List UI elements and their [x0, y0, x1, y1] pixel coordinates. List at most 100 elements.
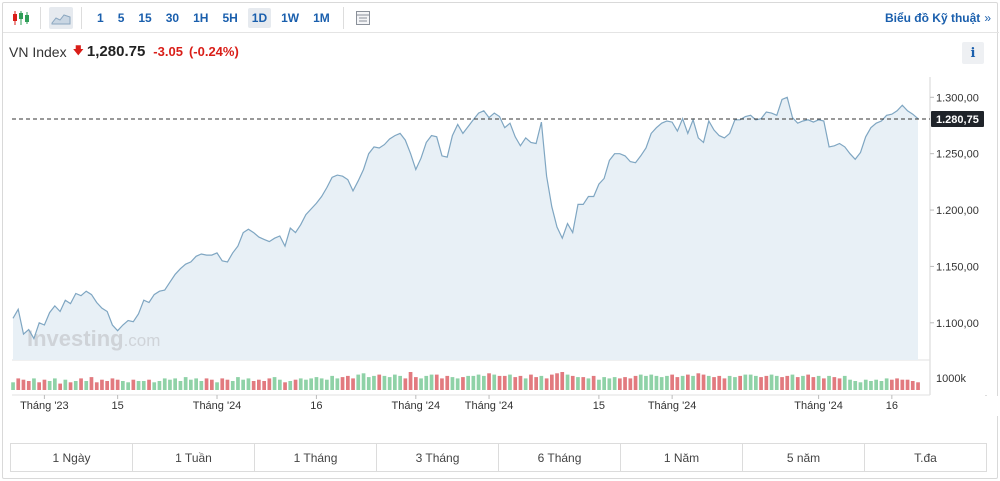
- interval-15[interactable]: 15: [138, 10, 152, 25]
- interval-1m[interactable]: 1M: [313, 10, 330, 25]
- volume-axis-label: 1000k: [936, 373, 966, 385]
- range-button[interactable]: 3 Tháng: [377, 444, 499, 471]
- range-button[interactable]: 1 Tháng: [255, 444, 377, 471]
- volume-bar: [335, 378, 340, 390]
- x-axis-label: 16: [886, 400, 898, 412]
- volume-bar: [497, 375, 502, 390]
- technical-chart-label: Biểu đồ Kỹ thuật: [884, 11, 981, 25]
- volume-bar: [304, 379, 308, 390]
- volume-bar: [408, 372, 413, 390]
- volume-bar: [251, 381, 256, 390]
- volume-bar: [722, 378, 727, 390]
- price-chart[interactable]: Investing.com 1.300,00 1.250,00 1.200,00 1.1…: [0, 0, 1000, 440]
- y-axis-label: 1.150,00: [936, 261, 979, 273]
- volume-bar: [822, 378, 826, 390]
- volume-bar: [544, 378, 549, 390]
- volume-bar: [628, 378, 633, 390]
- volume-bar: [743, 374, 748, 390]
- area-chart-icon[interactable]: [49, 6, 73, 29]
- volume-bar: [440, 378, 444, 390]
- volume-bar: [16, 378, 21, 390]
- volume-bar: [754, 375, 758, 390]
- volume-bar: [79, 378, 83, 390]
- volume-bar: [314, 377, 319, 390]
- interval-1w[interactable]: 1W: [281, 10, 300, 25]
- volume-bar: [230, 381, 235, 390]
- volume-bar: [47, 381, 52, 390]
- range-button[interactable]: 1 Tuần: [133, 444, 255, 471]
- interval-1h[interactable]: 1H: [193, 10, 209, 25]
- volume-bar: [842, 375, 847, 390]
- interval-selector: 1 5 15 30 1H 5H 1D 1W 1M: [90, 7, 337, 28]
- volume-bar: [450, 377, 455, 390]
- y-axis-label: 1.300,00: [936, 92, 979, 104]
- range-button[interactable]: T.đa: [914, 450, 937, 465]
- volume-bar: [795, 377, 800, 390]
- down-arrow-icon: 🡇: [72, 45, 84, 57]
- volume-bar: [215, 382, 219, 390]
- volume-bar: [42, 379, 47, 390]
- candlestick-icon[interactable]: [10, 7, 32, 29]
- volume-bar: [733, 377, 737, 390]
- volume-bar: [257, 379, 261, 390]
- volume-bar: [351, 378, 355, 390]
- volume-bar: [701, 374, 706, 390]
- volume-bar: [785, 375, 790, 390]
- volume-bar: [827, 375, 831, 390]
- table-icon[interactable]: [352, 7, 374, 29]
- volume-bar: [879, 381, 884, 390]
- volume-bar: [560, 372, 565, 390]
- volume-bar: [110, 378, 115, 390]
- range-button[interactable]: 5 năm: [743, 444, 865, 471]
- interval-1[interactable]: 1: [97, 10, 104, 25]
- volume-bar: [21, 379, 26, 390]
- interval-1d[interactable]: 1D: [247, 7, 272, 28]
- volume-bar: [769, 374, 774, 390]
- x-axis-label: Tháng '24: [794, 400, 843, 412]
- volume-bar: [325, 379, 329, 390]
- volume-bar: [424, 375, 429, 390]
- interval-5h[interactable]: 5H: [222, 10, 238, 25]
- last-price: 1,280.75: [86, 43, 146, 60]
- interval-30[interactable]: 30: [165, 10, 180, 25]
- volume-bar: [89, 377, 94, 390]
- volume-bar: [602, 377, 606, 390]
- volume-bar: [429, 374, 434, 390]
- technical-chart-link[interactable]: Biểu đồ Kỹ thuật»: [885, 11, 991, 25]
- volume-bar: [236, 377, 240, 390]
- volume-bar: [607, 378, 612, 390]
- interval-5[interactable]: 5: [117, 10, 125, 25]
- y-axis-label: 1.250,00: [936, 149, 979, 161]
- volume-bar: [586, 378, 591, 390]
- volume-bar: [445, 375, 450, 390]
- volume-bar: [890, 379, 894, 390]
- volume-bar: [633, 375, 638, 390]
- volume-bar: [293, 379, 298, 390]
- volume-bar: [717, 375, 722, 390]
- volume-bar: [539, 375, 544, 390]
- index-name: VN Index: [9, 43, 67, 60]
- volume-bar: [157, 381, 162, 390]
- volume-bar: [738, 375, 742, 390]
- volume-bar: [597, 379, 601, 390]
- range-button[interactable]: 6 Tháng: [499, 444, 621, 471]
- volume-bar: [455, 378, 460, 390]
- volume-bar: [916, 382, 920, 390]
- volume-bar: [105, 381, 109, 390]
- volume-bar: [366, 377, 371, 390]
- range-button[interactable]: 1 Ngày: [11, 444, 133, 471]
- volume-bar: [675, 377, 680, 390]
- volume-bar: [863, 379, 868, 390]
- info-button[interactable]: i: [962, 42, 984, 64]
- volume-bar: [32, 378, 36, 390]
- volume-bar: [618, 378, 622, 390]
- range-button[interactable]: 1 Năm: [621, 444, 743, 471]
- price-area-fill: [13, 97, 918, 361]
- volume-bar: [461, 377, 465, 390]
- price-change-percent: (-0.24%): [188, 44, 239, 59]
- volume-bar: [895, 378, 899, 390]
- volume-bar: [262, 381, 266, 390]
- volume-bar: [131, 379, 136, 390]
- volume-bar: [225, 379, 230, 390]
- volume-bar: [204, 378, 209, 390]
